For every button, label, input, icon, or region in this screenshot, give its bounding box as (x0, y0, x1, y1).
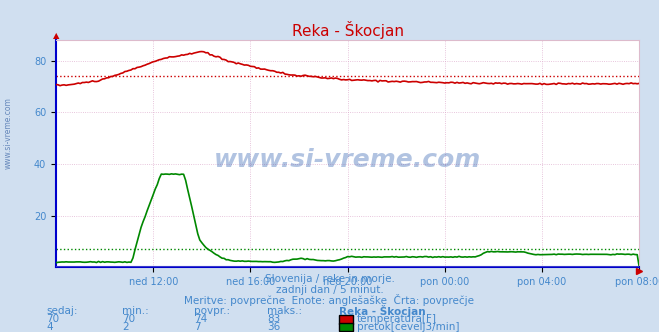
Text: Slovenija / reke in morje.: Slovenija / reke in morje. (264, 274, 395, 284)
Text: www.si-vreme.com: www.si-vreme.com (214, 148, 481, 172)
Text: 7: 7 (194, 322, 201, 332)
Text: 83: 83 (267, 314, 280, 324)
Text: 70: 70 (122, 314, 135, 324)
Text: pretok[čevelj3/min]: pretok[čevelj3/min] (357, 322, 459, 332)
Text: temperatura[F]: temperatura[F] (357, 314, 436, 324)
Text: www.si-vreme.com: www.si-vreme.com (3, 97, 13, 169)
Text: 70: 70 (46, 314, 59, 324)
Text: maks.:: maks.: (267, 306, 302, 316)
Text: 36: 36 (267, 322, 280, 332)
Text: 74: 74 (194, 314, 208, 324)
Text: zadnji dan / 5 minut.: zadnji dan / 5 minut. (275, 285, 384, 294)
Text: min.:: min.: (122, 306, 149, 316)
Text: Reka - Škocjan: Reka - Škocjan (339, 305, 426, 317)
Text: povpr.:: povpr.: (194, 306, 231, 316)
Title: Reka - Škocjan: Reka - Škocjan (292, 21, 403, 39)
Text: sedaj:: sedaj: (46, 306, 78, 316)
Text: Meritve: povprečne  Enote: anglešaške  Črta: povprečje: Meritve: povprečne Enote: anglešaške Črt… (185, 294, 474, 306)
Text: 4: 4 (46, 322, 53, 332)
Text: ▲: ▲ (53, 31, 59, 40)
Text: 2: 2 (122, 322, 129, 332)
